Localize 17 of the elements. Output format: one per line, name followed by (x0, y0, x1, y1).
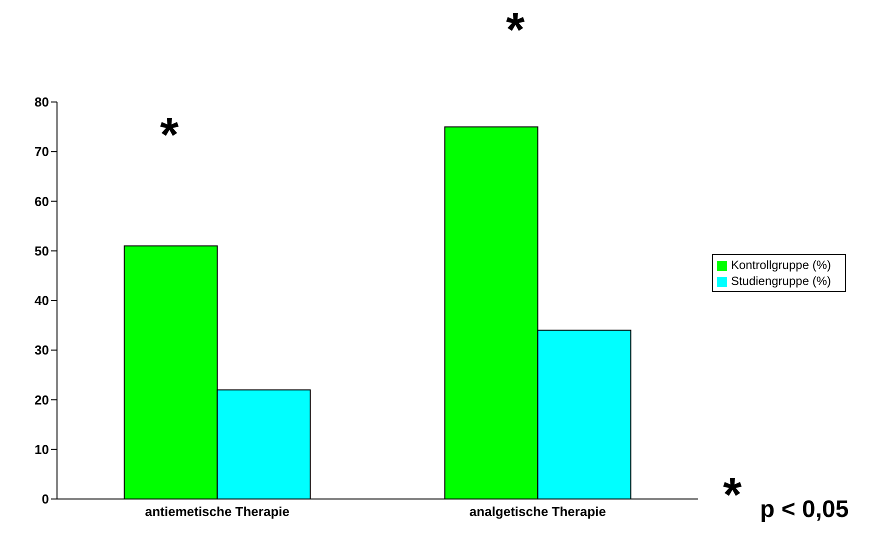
text: * (723, 468, 742, 523)
y-tick-label: 30 (34, 342, 49, 358)
y-tick-label: 0 (42, 492, 49, 507)
y-tick-label: 20 (34, 392, 49, 408)
legend-label: Studiengruppe (%) (730, 274, 831, 288)
y-tick-label: 70 (34, 144, 49, 160)
y-tick-label: 10 (34, 442, 49, 457)
x-tick-label: antiemetische Therapie (144, 504, 290, 520)
text: * (506, 3, 525, 58)
y-tick-label: 60 (34, 194, 49, 209)
y-tick-label: 40 (34, 293, 49, 308)
y-tick-label: 80 (34, 94, 49, 110)
y-tick-label: 50 (34, 243, 49, 258)
text: p < 0,05 (760, 496, 849, 524)
x-tick-label: analgetische Therapie (469, 504, 606, 520)
annotation: * (160, 108, 179, 163)
legend-label: Kontrollgruppe (%) (730, 258, 831, 272)
